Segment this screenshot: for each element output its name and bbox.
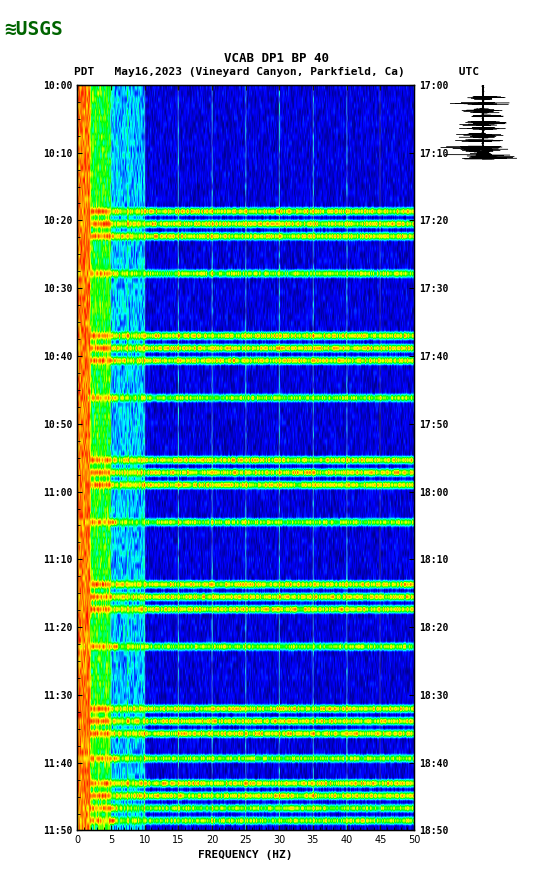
Text: PDT   May16,2023 (Vineyard Canyon, Parkfield, Ca)        UTC: PDT May16,2023 (Vineyard Canyon, Parkfie…: [73, 67, 479, 77]
Text: VCAB DP1 BP 40: VCAB DP1 BP 40: [224, 52, 328, 65]
Text: ≋USGS: ≋USGS: [4, 20, 63, 38]
X-axis label: FREQUENCY (HZ): FREQUENCY (HZ): [198, 849, 293, 860]
